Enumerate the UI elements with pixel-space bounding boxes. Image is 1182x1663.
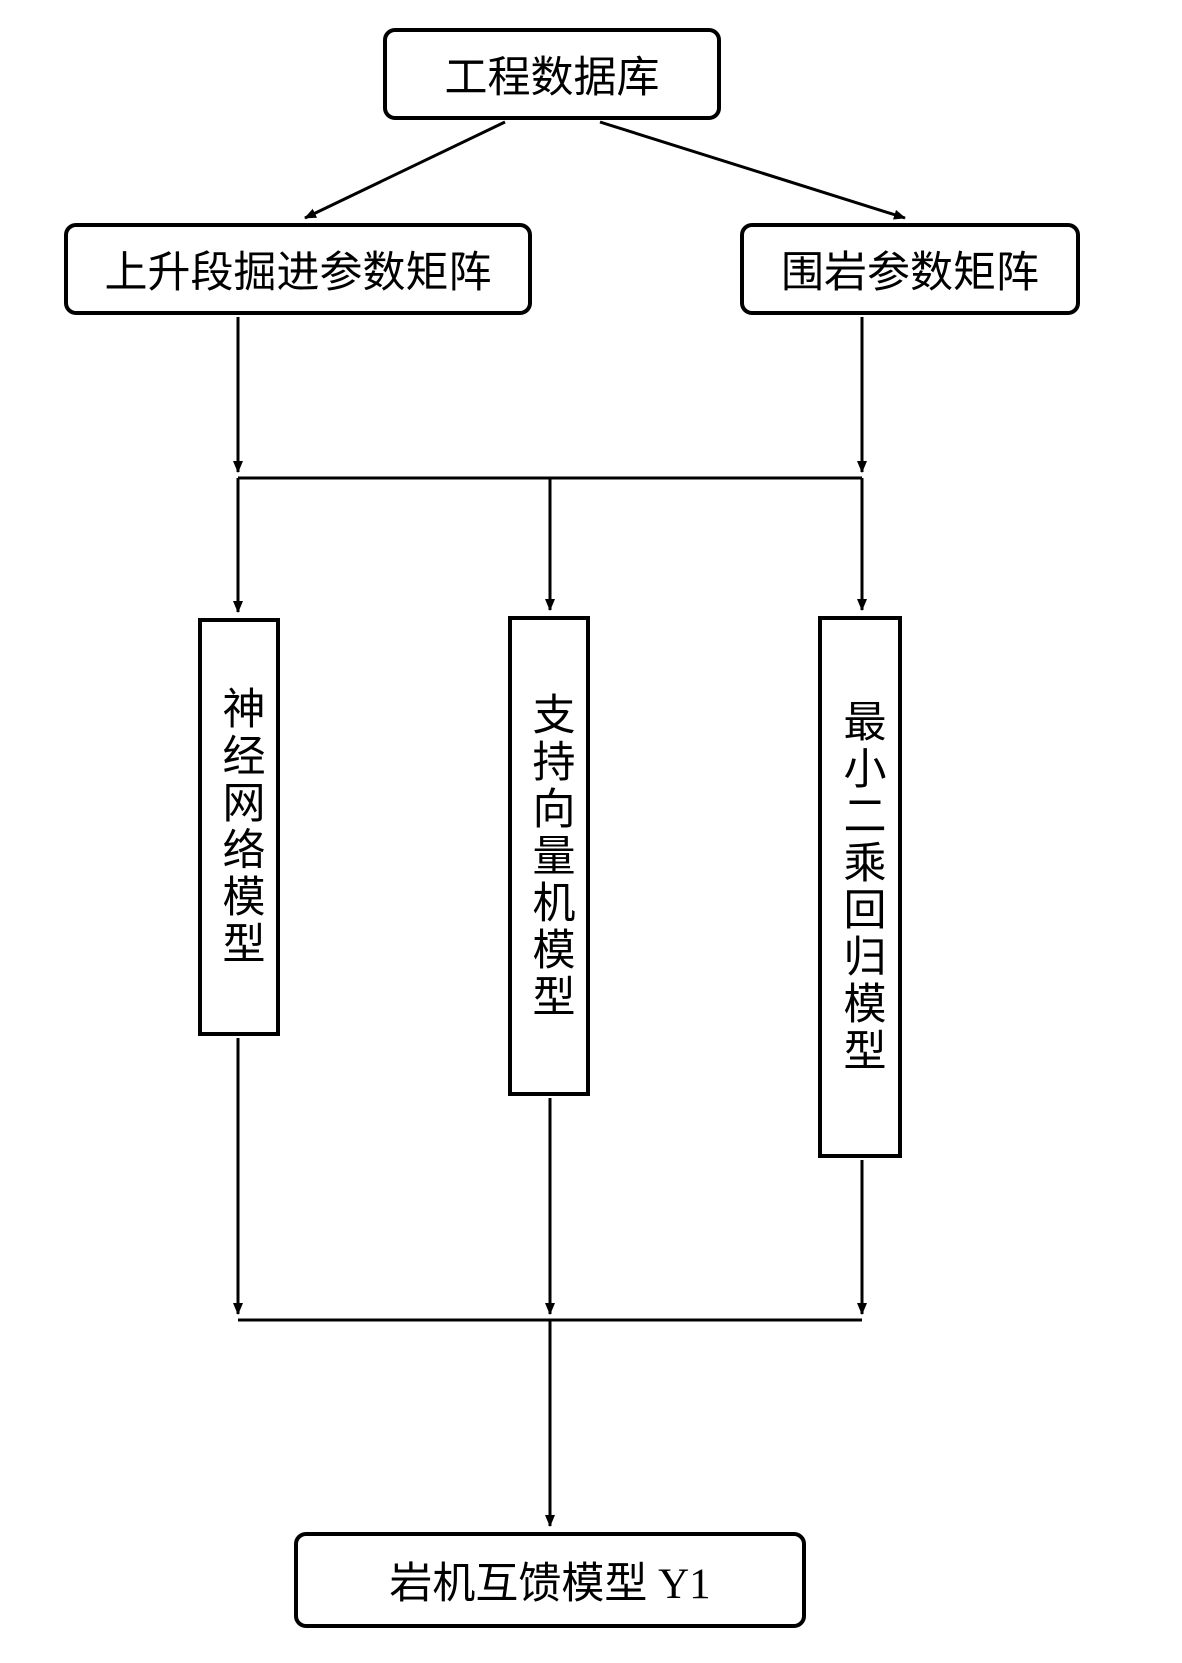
model2-node: 支持向量机模型 xyxy=(508,616,590,1096)
root-label: 工程数据库 xyxy=(445,43,660,105)
model1-node: 神经网络模型 xyxy=(198,618,280,1036)
model1-label: 神经网络模型 xyxy=(208,686,270,968)
root-node: 工程数据库 xyxy=(383,28,721,120)
output-label: 岩机互馈模型 Y1 xyxy=(389,1549,710,1611)
model3-label: 最小二乘回归模型 xyxy=(829,699,891,1075)
model3-node: 最小二乘回归模型 xyxy=(818,616,902,1158)
right-input-label: 围岩参数矩阵 xyxy=(781,238,1039,300)
output-node: 岩机互馈模型 Y1 xyxy=(294,1532,806,1628)
model2-label: 支持向量机模型 xyxy=(518,692,580,1021)
left-input-label: 上升段掘进参数矩阵 xyxy=(105,238,492,300)
left-input-node: 上升段掘进参数矩阵 xyxy=(64,223,532,315)
right-input-node: 围岩参数矩阵 xyxy=(740,223,1080,315)
